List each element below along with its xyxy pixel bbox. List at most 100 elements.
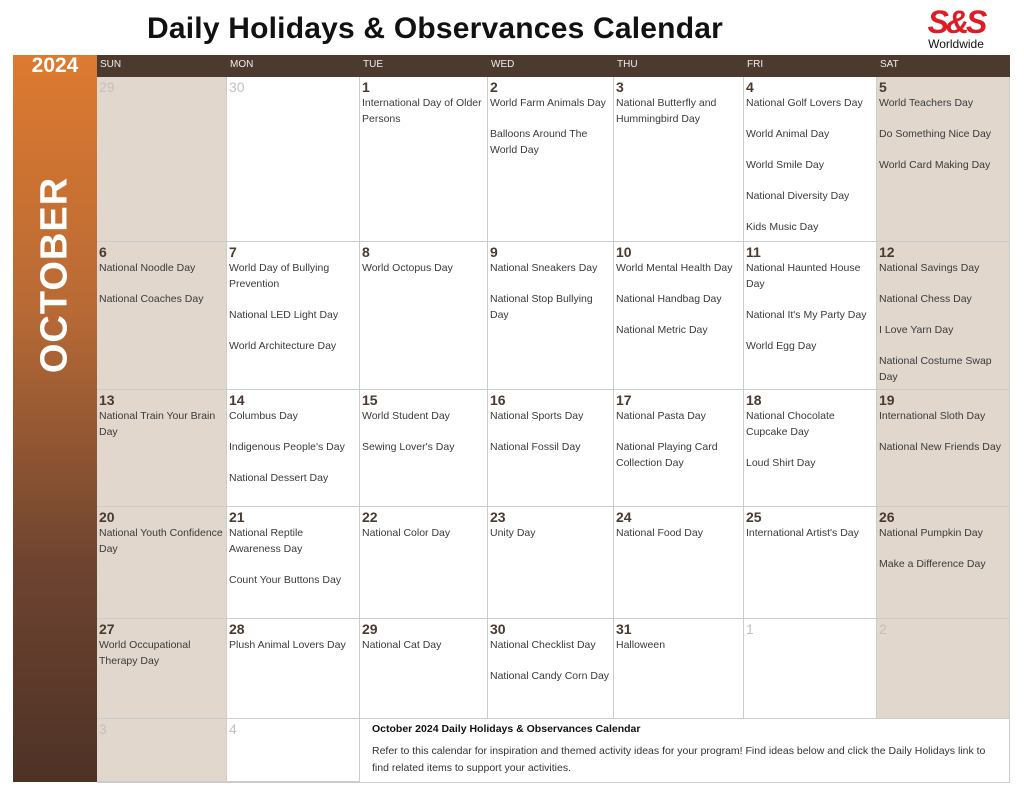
event-item[interactable]: National Chocolate Cupcake Day: [746, 410, 835, 438]
day-cell[interactable]: 6 National Noodle Day National Coaches Day: [97, 242, 227, 390]
day-cell[interactable]: 25 International Artist's Day: [744, 507, 877, 619]
day-cell[interactable]: 17 National Pasta Day National Playing Car…: [614, 390, 744, 507]
ss-worldwide-logo[interactable]: S&S Worldwide: [914, 6, 998, 50]
day-cell[interactable]: 19 International Sloth Day National New Fr…: [877, 390, 1010, 507]
day-cell[interactable]: 30 National Checklist Day National Candy C…: [488, 619, 614, 719]
day-cell[interactable]: 12 National Savings Day National Chess Day…: [877, 242, 1010, 390]
event-item[interactable]: Plush Animal Lovers Day: [229, 639, 346, 651]
day-cell[interactable]: 5 World Teachers Day Do Something Nice Day…: [877, 77, 1010, 242]
event-item[interactable]: National Checklist Day: [490, 639, 596, 651]
event-item[interactable]: National Fossil Day: [490, 441, 581, 453]
event-item[interactable]: Count Your Buttons Day: [229, 574, 342, 586]
day-cell[interactable]: 1: [744, 619, 877, 719]
day-number: 17: [616, 392, 632, 408]
event-item[interactable]: Loud Shirt Day: [746, 457, 816, 469]
day-cell[interactable]: 3: [97, 719, 227, 782]
day-cell[interactable]: 18 National Chocolate Cupcake Day Loud Shi…: [744, 390, 877, 507]
day-cell[interactable]: 15 World Student Day Sewing Lover's Day: [360, 390, 488, 507]
event-item[interactable]: World Teachers Day: [879, 97, 974, 109]
event-item[interactable]: National Sneakers Day: [490, 262, 598, 274]
event-item[interactable]: National Diversity Day: [746, 190, 850, 202]
event-item[interactable]: National Color Day: [362, 527, 451, 539]
event-item[interactable]: World Occupational Therapy Day: [99, 639, 191, 667]
event-item[interactable]: International Sloth Day: [879, 410, 986, 422]
event-item[interactable]: World Card Making Day: [879, 159, 991, 171]
day-cell[interactable]: 1 International Day of Older Persons: [360, 77, 488, 242]
event-item[interactable]: Columbus Day: [229, 410, 298, 422]
day-cell[interactable]: 20 National Youth Confidence Day: [97, 507, 227, 619]
event-item[interactable]: National It's My Party Day: [746, 309, 867, 321]
event-item[interactable]: National Stop Bullying Day: [490, 293, 593, 321]
day-cell[interactable]: 4: [227, 719, 360, 782]
event-item[interactable]: National LED Light Day: [229, 309, 339, 321]
day-cell[interactable]: 2: [877, 619, 1010, 719]
day-cell[interactable]: 22 National Color Day: [360, 507, 488, 619]
day-cell[interactable]: 31 Halloween: [614, 619, 744, 719]
event-item[interactable]: National Candy Corn Day: [490, 670, 610, 682]
weekday-sun: SUN: [100, 59, 122, 70]
day-cell[interactable]: 14 Columbus Day Indigenous People's Day Nat…: [227, 390, 360, 507]
event-item[interactable]: World Egg Day: [746, 340, 817, 352]
day-cell[interactable]: 10 World Mental Health Day National Handba…: [614, 242, 744, 390]
event-item[interactable]: Halloween: [616, 639, 666, 651]
event-item[interactable]: Sewing Lover's Day: [362, 441, 455, 453]
event-item[interactable]: National Coaches Day: [99, 293, 204, 305]
day-cell[interactable]: 28 Plush Animal Lovers Day: [227, 619, 360, 719]
day-cell[interactable]: 16 National Sports Day National Fossil Day: [488, 390, 614, 507]
event-item[interactable]: Do Something Nice Day: [879, 128, 992, 140]
day-cell[interactable]: 26 National Pumpkin Day Make a Difference …: [877, 507, 1010, 619]
day-cell[interactable]: 29: [97, 77, 227, 242]
weekday-wed: WED: [491, 59, 515, 70]
event-item[interactable]: National Cat Day: [362, 639, 442, 651]
event-item[interactable]: National Playing Card Collection Day: [616, 441, 718, 469]
day-cell[interactable]: 23 Unity Day: [488, 507, 614, 619]
event-item[interactable]: National Noodle Day: [99, 262, 196, 274]
event-item[interactable]: National Chess Day: [879, 293, 972, 305]
event-item[interactable]: Make a Difference Day: [879, 558, 986, 570]
day-cell[interactable]: 11 National Haunted House Day National It'…: [744, 242, 877, 390]
day-cell[interactable]: 29 National Cat Day: [360, 619, 488, 719]
event-item[interactable]: National Train Your Brain Day: [99, 410, 216, 438]
event-item[interactable]: International Day of Older Persons: [362, 97, 482, 125]
day-cell[interactable]: 2 World Farm Animals Day Balloons Around T…: [488, 77, 614, 242]
event-item[interactable]: National Savings Day: [879, 262, 980, 274]
day-cell[interactable]: 9 National Sneakers Day National Stop Bull…: [488, 242, 614, 390]
event-item[interactable]: International Artist's Day: [746, 527, 859, 539]
event-item[interactable]: World Mental Health Day: [616, 262, 733, 274]
day-cell[interactable]: 8 World Octopus Day: [360, 242, 488, 390]
event-item[interactable]: National Youth Confidence Day: [99, 527, 223, 555]
event-item[interactable]: National Butterfly and Hummingbird Day: [616, 97, 717, 125]
day-cell[interactable]: 21 National Reptile Awareness Day Count Yo…: [227, 507, 360, 619]
event-item[interactable]: National Costume Swap Day: [879, 355, 992, 383]
event-item[interactable]: National Reptile Awareness Day: [229, 527, 304, 555]
event-item[interactable]: National Sports Day: [490, 410, 584, 422]
event-item[interactable]: Kids Music Day: [746, 221, 819, 233]
event-item[interactable]: National Golf Lovers Day: [746, 97, 863, 109]
event-item[interactable]: World Animal Day: [746, 128, 830, 140]
event-item[interactable]: National Food Day: [616, 527, 703, 539]
event-item[interactable]: World Student Day: [362, 410, 450, 422]
event-item[interactable]: World Architecture Day: [229, 340, 337, 352]
event-item[interactable]: National Pumpkin Day: [879, 527, 983, 539]
event-item[interactable]: National Dessert Day: [229, 472, 329, 484]
day-cell[interactable]: 13 National Train Your Brain Day: [97, 390, 227, 507]
day-cell[interactable]: 24 National Food Day: [614, 507, 744, 619]
event-item[interactable]: National Pasta Day: [616, 410, 706, 422]
event-item[interactable]: I Love Yarn Day: [879, 324, 954, 336]
event-item[interactable]: Unity Day: [490, 527, 536, 539]
day-cell[interactable]: 7 World Day of Bullying Prevention Nationa…: [227, 242, 360, 390]
event-item[interactable]: National Handbag Day: [616, 293, 722, 305]
event-item[interactable]: National Haunted House Day: [746, 262, 861, 290]
event-item[interactable]: World Farm Animals Day: [490, 97, 606, 109]
day-cell[interactable]: 4 National Golf Lovers Day World Animal Da…: [744, 77, 877, 242]
event-item[interactable]: World Smile Day: [746, 159, 824, 171]
event-item[interactable]: National New Friends Day: [879, 441, 1001, 453]
day-cell[interactable]: 27 World Occupational Therapy Day: [97, 619, 227, 719]
event-item[interactable]: Balloons Around The World Day: [490, 128, 588, 156]
day-cell[interactable]: 3 National Butterfly and Hummingbird Day: [614, 77, 744, 242]
day-cell[interactable]: 30: [227, 77, 360, 242]
event-item[interactable]: National Metric Day: [616, 324, 708, 336]
event-item[interactable]: World Day of Bullying Prevention: [229, 262, 330, 290]
event-item[interactable]: World Octopus Day: [362, 262, 453, 274]
event-item[interactable]: Indigenous People's Day: [229, 441, 345, 453]
